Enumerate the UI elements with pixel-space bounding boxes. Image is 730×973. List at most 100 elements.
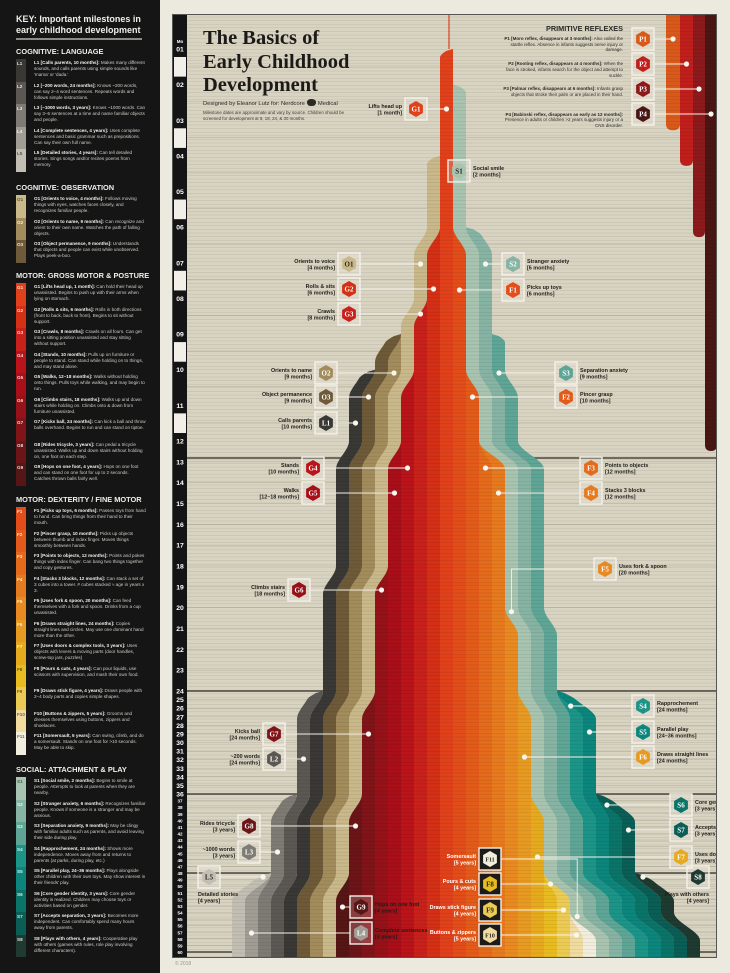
milestone-dot[interactable] bbox=[482, 465, 489, 471]
milestone-dot[interactable] bbox=[430, 286, 437, 292]
badge-g5[interactable]: G5 bbox=[301, 481, 325, 505]
milestone-dot[interactable] bbox=[274, 849, 281, 855]
color-swatch: F5 bbox=[16, 597, 26, 620]
badge-f10[interactable]: F10 bbox=[478, 923, 502, 947]
badge-f11[interactable]: F11 bbox=[478, 847, 502, 871]
badge-f6[interactable]: F6 bbox=[631, 745, 655, 769]
badge-p1[interactable]: P1 bbox=[631, 27, 655, 51]
badge-g3[interactable]: G3 bbox=[337, 302, 361, 326]
milestone-dot[interactable] bbox=[604, 802, 610, 808]
swatch-code: G6 bbox=[17, 397, 24, 403]
month-ruler[interactable] bbox=[173, 15, 187, 958]
milestone-dot[interactable] bbox=[640, 874, 646, 880]
badge-g6[interactable]: G6 bbox=[287, 578, 311, 602]
key-item-text: F10 [Buttons & zippers, 5 years]: Grooms… bbox=[34, 711, 146, 729]
milestone-dot[interactable] bbox=[496, 370, 502, 376]
milestone-dot[interactable] bbox=[417, 261, 424, 267]
reflex-dot[interactable] bbox=[696, 86, 702, 92]
milestone-dot[interactable] bbox=[469, 394, 476, 400]
month-tick-label: 46 bbox=[177, 858, 183, 863]
milestone-dot[interactable] bbox=[625, 827, 632, 833]
badge-l4[interactable]: L4 bbox=[349, 921, 373, 945]
milestone-dot[interactable] bbox=[573, 932, 580, 938]
badge-l3[interactable]: L3 bbox=[237, 840, 261, 864]
badge-s2[interactable]: S2 bbox=[501, 252, 525, 276]
swatch-code: L3 bbox=[17, 106, 23, 111]
badge-f9[interactable]: F9 bbox=[478, 898, 502, 922]
milestone-dot[interactable] bbox=[456, 287, 463, 293]
badge-o3[interactable]: O3 bbox=[314, 385, 338, 409]
milestone-dot[interactable] bbox=[482, 261, 489, 267]
milestone-age: [4 months] bbox=[307, 266, 335, 272]
badge-f7[interactable]: F7 bbox=[669, 845, 693, 869]
badge-s8[interactable]: S8 bbox=[686, 865, 710, 889]
key-section: COGNITIVE: LANGUAGE L1 L1 [Calls parents, … bbox=[16, 47, 156, 172]
badge-g2[interactable]: G2 bbox=[337, 277, 361, 301]
badge-g8[interactable]: G8 bbox=[237, 814, 261, 838]
badge-l2[interactable]: L2 bbox=[262, 747, 286, 771]
badge-f3[interactable]: F3 bbox=[579, 456, 603, 480]
milestone-dot[interactable] bbox=[443, 106, 450, 112]
badge-l5[interactable]: L5 bbox=[197, 865, 221, 889]
milestone-dot[interactable] bbox=[365, 394, 372, 400]
badge-f1[interactable]: F1 bbox=[501, 278, 525, 302]
reflex-dot[interactable] bbox=[670, 36, 676, 42]
badge-g7[interactable]: G7 bbox=[262, 722, 286, 746]
milestone-dot[interactable] bbox=[521, 754, 528, 760]
badge-f4[interactable]: F4 bbox=[579, 481, 603, 505]
badge-s4[interactable]: S4 bbox=[631, 694, 655, 718]
milestone-dot[interactable] bbox=[568, 703, 574, 709]
month-tick-label: 47 bbox=[177, 864, 183, 869]
milestone-dot[interactable] bbox=[495, 490, 502, 496]
reflex-dot[interactable] bbox=[683, 61, 690, 67]
milestone-dot[interactable] bbox=[365, 731, 372, 737]
swatch-code: S7 bbox=[17, 914, 23, 919]
milestone-dot[interactable] bbox=[547, 881, 554, 887]
milestone-dot[interactable] bbox=[404, 465, 411, 471]
milestone-age: [20 months] bbox=[619, 571, 650, 577]
milestone-dot[interactable] bbox=[560, 907, 567, 913]
key-item-text: O2 [Orients to name, 9 months]: Can reco… bbox=[34, 219, 146, 237]
badge-p2[interactable]: P2 bbox=[631, 52, 655, 76]
badge-g9[interactable]: G9 bbox=[349, 895, 373, 919]
item-desc: May be clingy with familiar adults such … bbox=[34, 823, 144, 841]
milestone-dot[interactable] bbox=[248, 930, 255, 936]
milestone-dot[interactable] bbox=[417, 311, 424, 317]
badge-s6[interactable]: S6 bbox=[669, 793, 693, 817]
badge-s1[interactable]: S1 bbox=[447, 159, 471, 183]
milestone-dot[interactable] bbox=[574, 913, 580, 920]
item-title: [Pincer grasp, 10 months]: bbox=[40, 530, 99, 536]
milestone-dot[interactable] bbox=[352, 823, 359, 829]
badge-f5[interactable]: F5 bbox=[593, 557, 617, 581]
milestone-dot[interactable] bbox=[339, 904, 346, 910]
month-tick-label: 55 bbox=[177, 917, 183, 922]
hexagon-icon bbox=[483, 902, 497, 918]
badge-f2[interactable]: F2 bbox=[554, 385, 578, 409]
badge-f8[interactable]: F8 bbox=[478, 872, 502, 896]
milestone-dot[interactable] bbox=[378, 587, 385, 593]
badge-g1[interactable]: G1 bbox=[404, 97, 428, 121]
badge-o2[interactable]: O2 bbox=[314, 361, 338, 385]
milestone-dot[interactable] bbox=[534, 854, 541, 860]
badge-l1[interactable]: L1 bbox=[314, 411, 338, 435]
milestone-age: [12 months] bbox=[605, 495, 636, 501]
reflex-dot[interactable] bbox=[708, 111, 714, 117]
milestone-dot[interactable] bbox=[391, 370, 397, 376]
badge-p4[interactable]: P4 bbox=[631, 102, 655, 126]
milestone-dot[interactable] bbox=[586, 729, 593, 735]
milestone-dot[interactable] bbox=[352, 420, 359, 426]
badge-g4[interactable]: G4 bbox=[301, 456, 325, 480]
badge-s7[interactable]: S7 bbox=[669, 818, 693, 842]
badge-p3[interactable]: P3 bbox=[631, 77, 655, 101]
milestone-dot[interactable] bbox=[300, 756, 307, 762]
key-section: MOTOR: GROSS MOTOR & POSTURE G1 G1 [Lifts … bbox=[16, 271, 156, 486]
milestone-dot[interactable] bbox=[508, 609, 515, 615]
key-item: G8 G8 [Rides tricycle, 3 years]: Can peda… bbox=[16, 440, 156, 463]
milestone-dot[interactable] bbox=[391, 490, 398, 496]
milestone-label: Somersault bbox=[447, 854, 477, 860]
badge-s5[interactable]: S5 bbox=[631, 720, 655, 744]
swatch-code: L4 bbox=[17, 128, 23, 134]
badge-s3[interactable]: S3 bbox=[554, 361, 578, 385]
milestone-dot[interactable] bbox=[260, 874, 266, 880]
badge-o1[interactable]: O1 bbox=[337, 252, 361, 276]
